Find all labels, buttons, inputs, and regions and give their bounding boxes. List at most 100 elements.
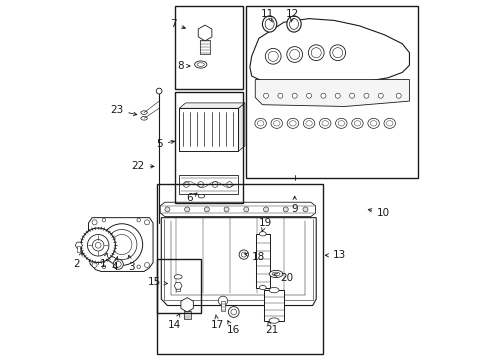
Polygon shape [181,298,193,312]
Circle shape [289,49,299,59]
Circle shape [102,265,105,269]
Circle shape [112,234,132,255]
Circle shape [184,207,189,212]
Circle shape [87,234,109,256]
Ellipse shape [259,285,265,290]
Ellipse shape [141,111,147,114]
Circle shape [224,207,228,212]
Text: 18: 18 [244,252,264,262]
Polygon shape [179,103,244,108]
Circle shape [92,239,104,251]
Circle shape [144,262,149,267]
Circle shape [277,93,282,98]
Polygon shape [88,218,153,271]
Polygon shape [255,80,408,107]
Ellipse shape [198,194,204,198]
Ellipse shape [174,275,182,279]
Ellipse shape [197,63,204,66]
Circle shape [241,252,246,257]
Ellipse shape [271,272,280,276]
Text: 12: 12 [285,9,299,22]
Circle shape [286,46,302,62]
Ellipse shape [321,121,328,126]
Text: 5: 5 [156,139,174,149]
Polygon shape [249,19,408,84]
Ellipse shape [367,118,379,129]
Text: 23: 23 [110,105,137,116]
Ellipse shape [286,118,298,129]
Text: 16: 16 [226,321,239,335]
Bar [174,92,242,203]
Ellipse shape [353,121,360,126]
Ellipse shape [264,19,274,30]
Circle shape [228,307,239,318]
Text: 17: 17 [210,315,224,330]
Circle shape [329,45,345,60]
Bar [179,175,238,194]
Circle shape [226,181,232,187]
Circle shape [137,265,140,269]
Text: 7: 7 [169,19,185,29]
Polygon shape [238,103,244,151]
Ellipse shape [254,118,266,129]
Circle shape [204,207,209,212]
Circle shape [349,93,354,98]
Circle shape [310,48,321,58]
Circle shape [115,261,121,267]
Circle shape [363,93,368,98]
Circle shape [239,250,248,259]
Text: 10: 10 [367,208,389,218]
Circle shape [156,88,162,94]
Circle shape [283,207,287,212]
Bar [179,108,238,151]
Text: 2: 2 [73,253,82,269]
Circle shape [267,51,278,61]
Circle shape [332,48,342,58]
Circle shape [244,207,248,212]
Ellipse shape [268,318,279,323]
Text: 8: 8 [177,61,189,71]
Polygon shape [174,282,182,289]
Polygon shape [161,218,316,306]
Bar [264,290,284,320]
Text: 13: 13 [325,250,345,260]
Bar [200,40,209,54]
Text: 22: 22 [131,161,154,171]
Circle shape [102,219,105,222]
Polygon shape [198,25,211,41]
Text: 9: 9 [291,196,297,214]
Circle shape [137,219,140,222]
Circle shape [335,93,340,98]
Text: 20: 20 [273,273,293,283]
Ellipse shape [369,121,376,126]
Circle shape [92,262,97,267]
Circle shape [292,93,297,98]
Circle shape [306,93,311,98]
Circle shape [144,220,149,225]
Text: 4: 4 [111,256,118,272]
Ellipse shape [268,287,279,293]
Polygon shape [160,202,315,217]
Text: 3: 3 [128,255,135,272]
Bar [255,234,269,288]
Text: 6: 6 [186,193,197,203]
Circle shape [106,229,137,260]
Ellipse shape [351,118,363,129]
Circle shape [183,181,189,187]
Ellipse shape [319,118,330,129]
Circle shape [212,181,218,187]
Circle shape [95,242,101,248]
Ellipse shape [257,121,264,126]
Ellipse shape [386,121,392,126]
Circle shape [92,220,97,225]
Bar [183,311,190,319]
Ellipse shape [289,19,298,30]
Circle shape [198,181,203,187]
Ellipse shape [335,118,346,129]
Circle shape [265,48,281,64]
Bar [221,301,224,311]
Circle shape [81,228,115,262]
Text: 11: 11 [261,9,274,22]
Circle shape [164,207,169,212]
Circle shape [263,207,268,212]
